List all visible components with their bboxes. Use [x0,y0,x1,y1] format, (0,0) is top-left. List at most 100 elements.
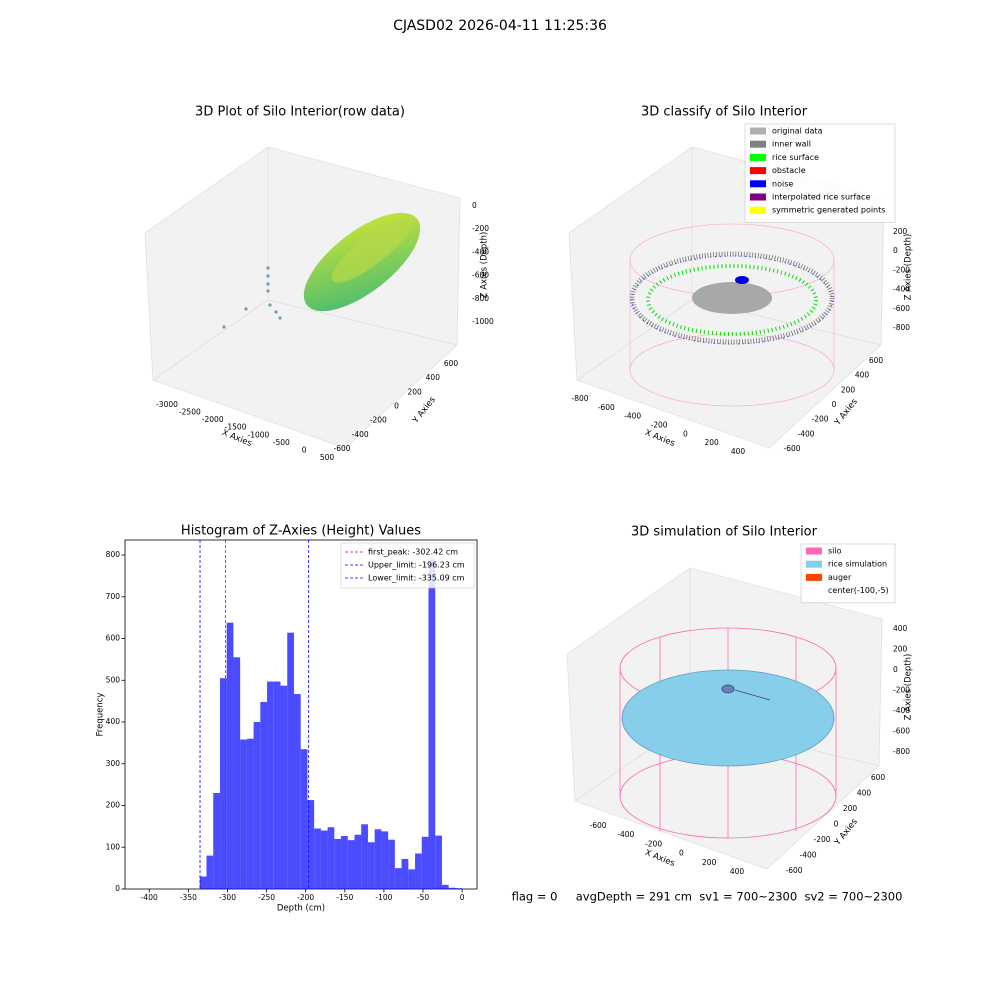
legend-label: original data [772,127,823,136]
bar [260,701,268,889]
x-tick-label: -400 [624,412,641,421]
y-tick-label: 200 [841,385,856,394]
y-tick-label: 600 [871,773,886,782]
bar [394,868,402,889]
legend-swatch [750,140,766,148]
bar [334,838,342,889]
bar [455,888,463,889]
y-tick-label: 600 [869,356,884,365]
x-tick-label: 0 [460,893,465,902]
bar [320,830,328,889]
z-tick-label: 0 [472,201,477,210]
bar [388,839,395,889]
bar [374,829,382,889]
bar [428,559,436,889]
x-tick-label: -800 [571,394,588,403]
bar [240,739,247,889]
x-tick-label: 0 [302,445,307,454]
z-tick-label: -600 [893,727,910,736]
x-tick-label: -250 [258,893,275,902]
x-tick-label: 200 [702,858,717,867]
point-cloud [629,223,835,407]
legend-label: symmetric generated points [772,206,885,215]
bar [246,738,254,889]
bar [219,678,227,889]
z-tick-label: -200 [893,265,910,274]
bar [354,834,362,889]
x-tick-label: -100 [375,893,392,902]
legend-swatch [806,560,822,568]
bar [253,722,261,889]
legend-swatch [806,547,822,555]
bar [314,828,321,889]
figure-title: CJASD02 2026-04-11 11:25:36 [393,18,607,34]
z-tick-label: -1000 [472,317,494,326]
bar [327,827,335,889]
x-tick-label: -600 [598,403,615,412]
y-axis-label: Frequency [96,693,106,737]
point-cloud [619,627,837,839]
x-tick-label: 0 [679,849,684,858]
x-tick-label: -600 [589,821,606,830]
x-axis-label: Depth (cm) [277,904,325,914]
z-tick-label: 0 [893,665,898,674]
legend-label: Upper_limit: -196.23 cm [368,561,465,570]
y-tick-label: 0 [834,820,839,829]
bar [199,876,207,889]
bar [293,694,301,889]
y-tick-label: 200 [843,804,858,813]
legend-swatch [750,153,766,161]
bar [381,831,389,889]
bar [287,632,294,889]
x-tick-label: -400 [141,893,158,902]
x-tick-label: 0 [683,429,688,438]
y-tick-label: -400 [352,430,369,439]
legend-label: inner wall [772,140,811,149]
y-tick-label: 400 [857,789,872,798]
bar [280,685,288,889]
y-tick-label: -600 [333,444,350,453]
x-tick-label: -200 [650,421,667,430]
y-tick-label: -600 [785,866,802,875]
z-tick-label: 0 [893,246,898,255]
y-tick-label: -400 [797,429,814,438]
y-tick-label: 0 [394,402,399,411]
legend-label: obstacle [772,166,806,175]
bar [213,792,220,889]
y-tick-label: -200 [811,415,828,424]
z-tick-label: -800 [893,323,910,332]
chart-title: Histogram of Z-Axies (Height) Values [181,524,421,539]
x-tick-label: -150 [336,893,353,902]
legend-swatch [750,127,766,135]
y-tick-label: 700 [106,592,121,601]
point-cloud [222,212,421,329]
y-tick-label: 100 [106,842,121,851]
bar [401,858,409,889]
x-tick-label: -2000 [202,415,224,424]
x-tick-label: 400 [730,867,745,876]
z-tick-label: -600 [893,304,910,313]
x-tick-label: -2500 [179,408,201,417]
y-tick-label: 400 [426,373,441,382]
legend-swatch [806,573,822,581]
z-tick-label: -600 [472,271,489,280]
legend-box [744,123,896,223]
y-tick-label: 600 [106,634,121,643]
legend-swatch [750,167,766,175]
footer-text: flag = 0 avgDepth = 291 cm sv1 = 700~230… [512,890,903,904]
y-tick-label: 500 [106,675,121,684]
y-tick-label: 200 [106,801,121,810]
x-tick-label: 500 [320,453,335,462]
x-tick-label: -50 [417,893,429,902]
legend-swatch [750,180,766,188]
z-tick-label: -400 [472,247,489,256]
z-tick-label: -400 [893,706,910,715]
z-tick-label: 400 [893,624,908,633]
y-tick-label: 0 [115,884,120,893]
z-tick-label: -200 [893,686,910,695]
legend-label: first_peak: -302.42 cm [368,548,458,557]
z-tick-label: 200 [893,645,908,654]
bar [435,835,442,889]
bar [361,824,368,889]
